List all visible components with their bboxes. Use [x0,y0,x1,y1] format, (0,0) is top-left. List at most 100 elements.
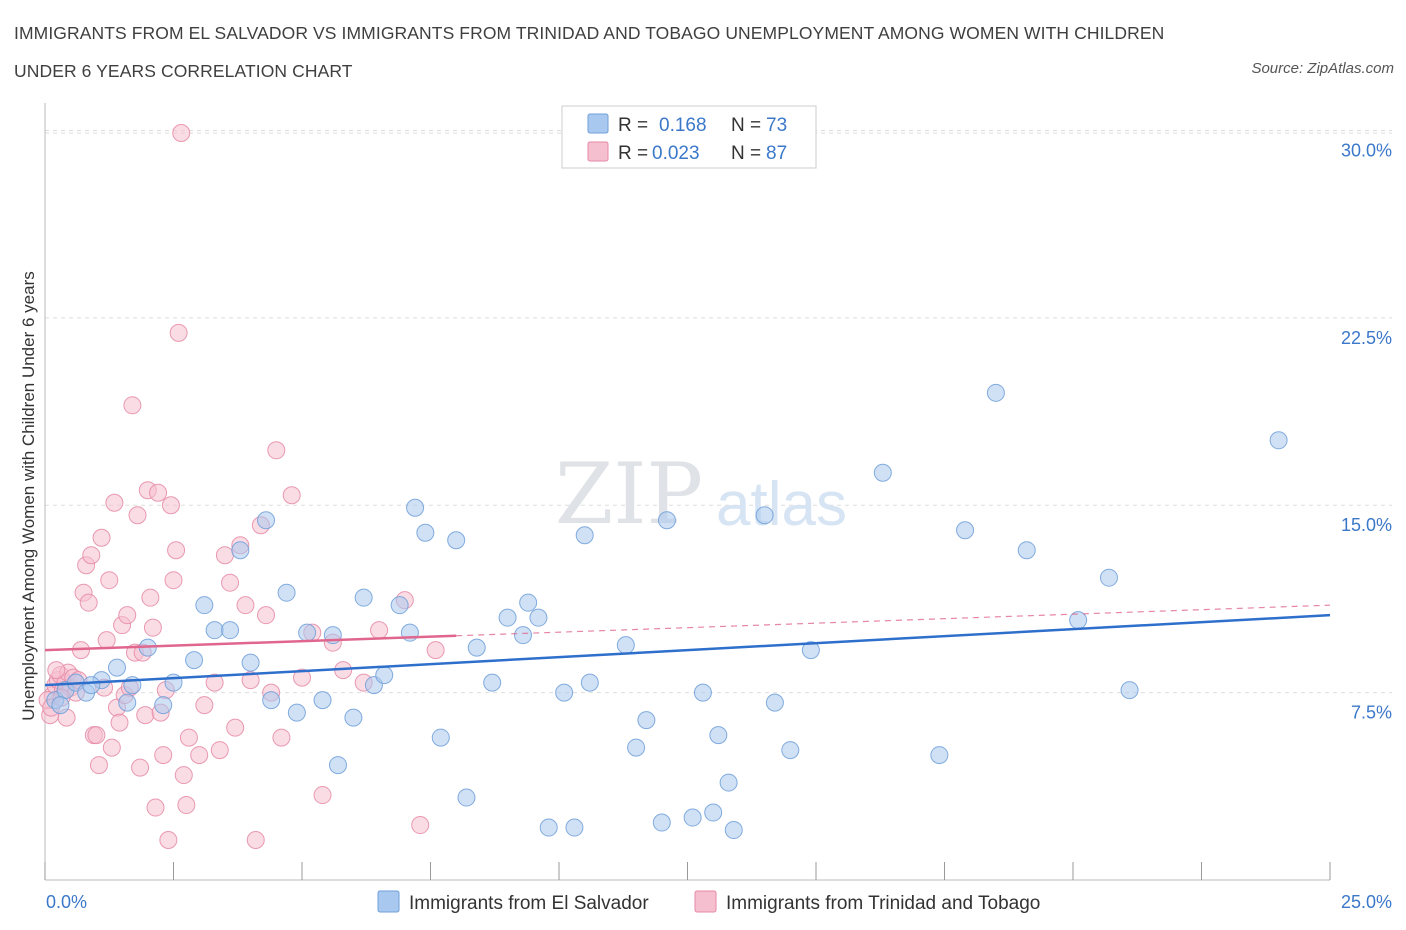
stats-legend-n-value-blue: 73 [766,115,787,136]
el-salvador-point-12 [195,596,214,615]
legend-label-el-salvador: Immigrants from El Salvador [409,893,649,914]
stats-legend-swatch-pink [587,141,609,162]
trinidad-point-19 [89,756,108,775]
el-salvador-point-28 [375,666,394,685]
trinidad-point-67 [257,606,276,625]
el-salvador-point-40 [519,593,538,612]
el-salvador-point-68 [1099,568,1118,587]
trinidad-point-58 [210,741,229,760]
trinidad-point-35 [131,758,150,777]
source-label: Source: ZipAtlas.com [1251,60,1394,77]
el-salvador-point-16 [241,653,260,672]
trinidad-point-40 [143,618,162,637]
trinidad-point-56 [195,696,214,715]
el-salvador-point-22 [313,691,332,710]
stats-legend-n-value-pink: 87 [766,143,787,164]
trinidad-point-37 [136,706,155,725]
el-salvador-point-46 [580,673,599,692]
series-el-salvador-points [46,383,1288,840]
trinidad-point-70 [272,728,291,747]
el-salvador-point-20 [287,703,306,722]
el-salvador-point-66 [1017,541,1036,560]
el-salvador-point-34 [447,531,466,550]
trinidad-point-51 [172,123,191,142]
trinidad-point-34 [128,506,147,525]
trinidad-point-16 [82,546,101,565]
el-salvador-point-35 [457,788,476,807]
trinidad-point-50 [169,323,188,342]
trinidad-point-59 [215,546,234,565]
stats-legend-swatch-blue [587,113,609,134]
el-salvador-point-15 [231,541,250,560]
trinidad-point-84 [47,661,66,680]
el-salvador-point-62 [873,463,892,482]
trinidad-point-46 [159,831,178,850]
el-salvador-point-43 [555,683,574,702]
y-tick-label-0: 7.5% [1351,703,1392,723]
el-salvador-point-19 [277,583,296,602]
el-salvador-point-71 [51,696,70,715]
trinidad-point-22 [97,631,116,650]
trinidad-point-47 [161,496,180,515]
stats-legend-r-label-pink: R = [618,143,648,164]
trend-line-trinidad-solid [44,634,457,652]
el-salvador-point-41 [529,608,548,627]
el-salvador-point-14 [221,621,240,640]
trinidad-point-54 [179,728,198,747]
trinidad-point-80 [411,816,430,835]
el-salvador-point-26 [354,588,373,607]
trinidad-point-44 [154,746,173,765]
el-salvador-point-38 [498,608,517,627]
el-salvador-point-48 [627,738,646,757]
trinidad-point-65 [246,831,265,850]
trinidad-point-57 [205,673,224,692]
el-salvador-point-13 [205,621,224,640]
el-salvador-point-49 [637,711,656,730]
trinidad-point-15 [79,593,98,612]
y-axis-title: Unemployment Among Women with Children U… [19,271,38,720]
trinidad-point-53 [177,796,196,815]
el-salvador-point-32 [416,523,435,542]
legend-label-trinidad: Immigrants from Trinidad and Tobago [726,893,1040,914]
trinidad-point-71 [282,486,301,505]
legend-swatch-trinidad [694,890,717,913]
el-salvador-point-59 [765,693,784,712]
trinidad-point-63 [236,596,255,615]
el-salvador-point-31 [406,498,425,517]
chart-title: IMMIGRANTS FROM EL SALVADOR VS IMMIGRANT… [14,23,1165,81]
el-salvador-point-64 [956,521,975,540]
el-salvador-point-70 [1269,431,1288,450]
trend-line-trinidad-dashed [456,604,1331,637]
el-salvador-point-45 [575,526,594,545]
trend-lines [44,604,1331,687]
el-salvador-point-54 [704,803,723,822]
el-salvador-point-69 [1120,681,1139,700]
stats-legend: R = 0.168 N = 73 R = 0.023 N = 87 [561,105,817,169]
el-salvador-point-33 [431,728,450,747]
el-salvador-point-36 [467,638,486,657]
trinidad-point-32 [123,396,142,415]
el-salvador-point-47 [616,636,635,655]
el-salvador-point-52 [683,808,702,827]
el-salvador-point-61 [801,641,820,660]
stats-legend-r-label-blue: R = [618,115,648,136]
stats-legend-r-value-pink: 0.023 [652,143,700,164]
el-salvador-point-65 [986,383,1005,402]
el-salvador-point-51 [657,511,676,530]
el-salvador-point-56 [719,773,738,792]
y-tick-label-3: 30.0% [1341,140,1392,160]
el-salvador-point-55 [709,726,728,745]
el-salvador-point-25 [344,708,363,727]
el-salvador-point-53 [693,683,712,702]
trinidad-point-24 [102,738,121,757]
stats-legend-r-value-blue: 0.168 [659,115,707,136]
watermark-atlas: atlas [716,470,847,539]
x-tick-label-min: 0.0% [46,892,87,912]
trinidad-point-48 [164,571,183,590]
y-tick-labels: 7.5% 15.0% 22.5% 30.0% [1341,140,1392,722]
trinidad-point-52 [174,766,193,785]
watermark-zip: ZIP [555,445,703,543]
el-salvador-point-18 [262,691,281,710]
series-trinidad-points [38,123,445,850]
